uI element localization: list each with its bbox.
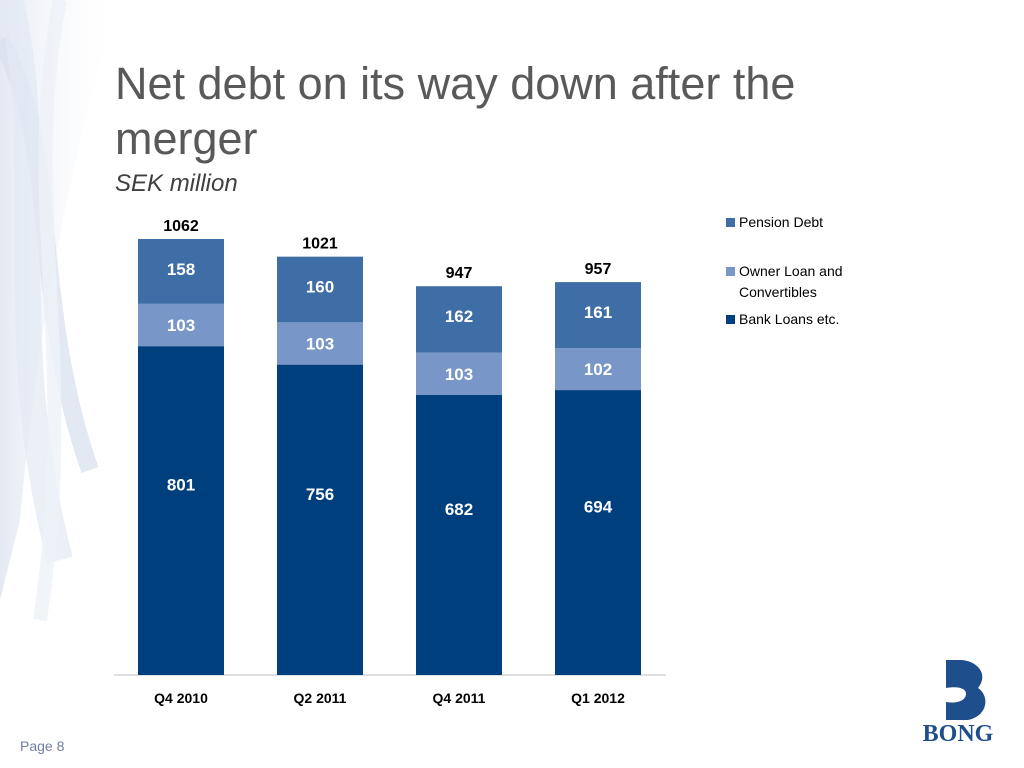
total-label-2: 1021 [302, 236, 338, 253]
data-label-owner-loan-3: 103 [445, 365, 473, 384]
data-label-owner-loan-1: 103 [167, 316, 195, 335]
bar-owner-loan-4 [555, 348, 641, 391]
bong-logo: BONG [923, 660, 994, 744]
legend-swatch-pension-debt [726, 218, 735, 227]
data-label-bank-loans-3: 682 [445, 500, 473, 519]
data-label-bank-loans-2: 756 [306, 485, 334, 504]
data-label-owner-loan-2: 103 [306, 334, 334, 353]
data-label-bank-loans-4: 694 [584, 498, 613, 517]
bar-pension-debt-3 [416, 286, 502, 353]
bar-pension-debt-2 [277, 256, 363, 323]
page-number: Page 8 [20, 738, 65, 754]
bar-owner-loan-2 [277, 322, 363, 365]
legend-label-pension-debt: Pension Debt [739, 214, 824, 230]
total-label-1: 1062 [163, 218, 199, 235]
bar-bank-loans-2 [277, 364, 363, 675]
data-label-owner-loan-4: 102 [584, 360, 612, 379]
bar-bank-loans-1 [138, 346, 224, 675]
bong-logo-mark [946, 660, 986, 720]
total-label-4: 957 [585, 261, 612, 278]
bar-owner-loan-3 [416, 352, 502, 396]
data-label-bank-loans-1: 801 [167, 476, 195, 495]
legend-item-owner-loan: Owner Loan and Convertibles [726, 261, 899, 303]
x-tick-label-2: Q2 2011 [294, 690, 347, 706]
x-tick-label-1: Q4 2010 [154, 690, 208, 706]
bar-bank-loans-3 [416, 395, 502, 675]
total-label-3: 947 [446, 265, 473, 282]
data-label-pension-debt-2: 160 [306, 278, 334, 297]
bar-pension-debt-4 [555, 282, 641, 349]
bar-bank-loans-4 [555, 390, 641, 675]
slide-title: Net debt on its way down after the merge… [115, 58, 796, 164]
x-tick-label-4: Q1 2012 [571, 690, 625, 706]
bar-pension-debt-1 [138, 239, 224, 304]
x-tick-label-3: Q4 2011 [433, 690, 486, 706]
data-label-pension-debt-3: 162 [445, 307, 473, 326]
data-label-pension-debt-4: 161 [584, 303, 612, 322]
slide-subtitle: SEK million [115, 170, 238, 197]
legend-item-pension-debt: Pension Debt [726, 212, 823, 233]
legend-label-bank-loans: Bank Loans etc. [739, 311, 840, 327]
legend-swatch-owner-loan [726, 267, 735, 276]
legend-item-bank-loans: Bank Loans etc. [726, 309, 839, 330]
bar-owner-loan-1 [138, 303, 224, 347]
bong-logo-text: BONG [923, 721, 994, 744]
data-label-pension-debt-1: 158 [167, 260, 195, 279]
legend-swatch-bank-loans [726, 315, 735, 324]
legend-label-owner-loan: Owner Loan and Convertibles [739, 263, 843, 300]
